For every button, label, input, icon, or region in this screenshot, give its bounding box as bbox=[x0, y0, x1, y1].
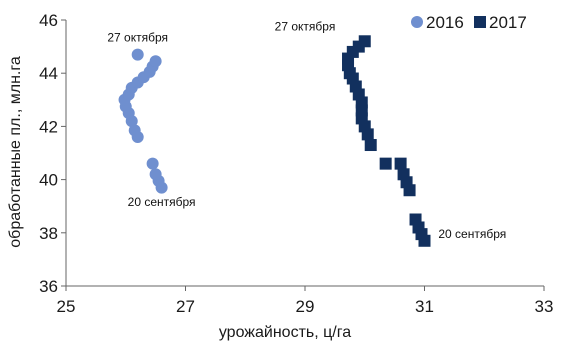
point-2016 bbox=[149, 168, 162, 181]
legend-2016-marker bbox=[411, 16, 423, 28]
point-2017 bbox=[379, 157, 392, 170]
annotation-label: 20 сентября bbox=[128, 195, 196, 209]
point-2016 bbox=[146, 157, 159, 170]
annotation-label: 27 октября bbox=[275, 20, 336, 34]
x-axis-title: урожайность, ц/га bbox=[219, 324, 351, 341]
point-2017 bbox=[358, 120, 371, 133]
y-tick-label: 42 bbox=[39, 117, 58, 136]
x-tick-label: 25 bbox=[57, 297, 76, 316]
y-tick-label: 40 bbox=[39, 171, 58, 190]
point-2017 bbox=[364, 139, 377, 152]
x-tick-label: 33 bbox=[535, 297, 554, 316]
ticks: 25 27 29 31 33 36 38 40 42 44 46 bbox=[39, 11, 553, 316]
legend-2016-label: 2016 bbox=[426, 13, 464, 32]
data-points bbox=[118, 35, 431, 247]
annotation-label: 27 октября bbox=[107, 30, 168, 44]
legend-2017-label: 2017 bbox=[489, 13, 527, 32]
annotation-label: 20 сентября bbox=[438, 227, 506, 241]
x-tick-label: 29 bbox=[296, 297, 315, 316]
point-2017 bbox=[409, 213, 422, 226]
legend-2017-marker bbox=[474, 16, 486, 28]
y-tick-label: 36 bbox=[39, 277, 58, 296]
x-tick-label: 31 bbox=[415, 297, 434, 316]
y-axis-title: обработанные пл., млн.га bbox=[7, 56, 24, 248]
y-tick-label: 44 bbox=[39, 64, 58, 83]
point-2017 bbox=[394, 157, 407, 170]
y-tick-label: 38 bbox=[39, 224, 58, 243]
point-2016 bbox=[128, 124, 141, 137]
point-2016 bbox=[149, 55, 162, 68]
legend: 2016 2017 bbox=[411, 13, 527, 32]
annotations: 27 октября 20 сентября 27 октября 20 сентяб… bbox=[107, 20, 506, 241]
point-2016 bbox=[131, 48, 144, 61]
point-2017 bbox=[358, 35, 371, 48]
point-2017 bbox=[397, 168, 410, 181]
y-tick-label: 46 bbox=[39, 11, 58, 30]
x-tick-label: 27 bbox=[176, 297, 195, 316]
